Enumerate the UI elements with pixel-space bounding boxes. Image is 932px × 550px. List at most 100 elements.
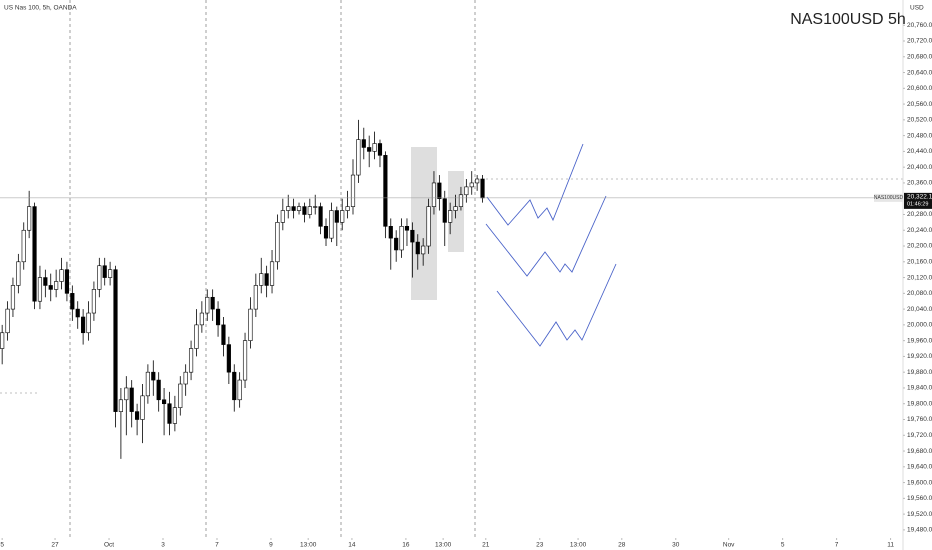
projection-path: [485, 195, 607, 277]
candle-body: [124, 387, 129, 401]
candle-body: [129, 387, 134, 412]
candle-body: [323, 226, 329, 239]
x-tick-label: 5: [781, 542, 785, 549]
candle-body: [113, 269, 118, 412]
candle-body: [215, 308, 221, 326]
y-tick-label: 20,240.0: [907, 227, 932, 234]
candle-body: [232, 371, 237, 401]
y-tick-label: 19,720.0: [907, 432, 932, 439]
x-tick-label: 13:00: [570, 542, 587, 549]
candle-body: [108, 269, 113, 278]
candle-body: [118, 399, 123, 412]
y-tick-label: 19,800.0: [907, 400, 932, 407]
candle-body: [480, 178, 485, 199]
candle-body: [21, 229, 26, 263]
y-tick-label: 20,440.0: [907, 148, 932, 155]
candle-body: [442, 198, 447, 223]
candle-body: [372, 143, 377, 152]
candle-body: [205, 296, 210, 314]
x-tick-label: 16: [402, 542, 410, 549]
candle-body: [313, 206, 318, 208]
candle-body: [318, 206, 323, 227]
candle-body: [437, 182, 442, 200]
candle-body: [32, 206, 37, 302]
candle-body: [259, 273, 264, 286]
candle-body: [151, 371, 156, 381]
candle-body: [226, 344, 231, 373]
candle-body: [210, 296, 215, 310]
candle-body: [345, 206, 350, 211]
y-tick-label: 20,160.0: [907, 259, 932, 266]
candle-body: [367, 147, 372, 152]
candle-body: [356, 139, 361, 176]
candle-body: [81, 316, 86, 334]
y-tick-label: 20,760.0: [907, 22, 932, 29]
x-tick-label: 27: [51, 542, 59, 549]
projections: [485, 143, 617, 347]
candle-body: [194, 324, 199, 349]
y-tick-label: 19,840.0: [907, 385, 932, 392]
candle-body: [410, 229, 415, 243]
x-tick-label: Nov: [723, 542, 735, 549]
candle-body: [264, 273, 269, 286]
y-tick-label: 20,200.0: [907, 243, 932, 250]
candle-body: [188, 348, 194, 373]
y-tick-label: 19,600.0: [907, 479, 932, 486]
x-tick-label: 9: [269, 542, 273, 549]
candle-body: [5, 308, 10, 334]
candle-body: [59, 269, 64, 282]
candle-body: [307, 206, 312, 215]
candle-body: [140, 395, 145, 420]
candle-body: [167, 403, 172, 424]
x-tick-label: Oct: [104, 542, 114, 549]
candle-body: [275, 222, 280, 263]
candle-body: [469, 182, 474, 188]
axis-unit: USD: [910, 5, 924, 12]
zone-box: [411, 147, 437, 300]
y-tick-label: 19,920.0: [907, 353, 932, 360]
candle-body: [237, 379, 242, 401]
candle-body: [86, 312, 91, 334]
candle-body: [48, 285, 53, 290]
chart-title: NAS100USD 5h: [790, 11, 906, 28]
candle-body: [102, 265, 107, 278]
candle-body: [383, 155, 388, 227]
candle-body: [248, 308, 253, 341]
candle-body: [350, 174, 356, 207]
y-tick-label: 20,000.0: [907, 322, 932, 329]
candle-body: [91, 289, 96, 314]
y-tick-label: 20,720.0: [907, 38, 932, 45]
candle-body: [464, 186, 469, 196]
candle-body: [253, 285, 258, 310]
y-tick-label: 19,960.0: [907, 337, 932, 344]
candle-body: [388, 226, 393, 239]
y-tick-label: 19,680.0: [907, 448, 932, 455]
candle-body: [377, 143, 383, 156]
candle-body: [199, 312, 204, 326]
candle-body: [269, 261, 275, 286]
y-tick-label: 20,520.0: [907, 117, 932, 124]
candle-body: [75, 308, 80, 318]
y-tick-label: 20,080.0: [907, 290, 932, 297]
x-tick-label: 28: [618, 542, 626, 549]
y-tick-label: 19,520.0: [907, 511, 932, 518]
candle-body: [64, 269, 70, 294]
projection-path: [496, 263, 617, 347]
candle-body: [421, 245, 426, 255]
y-tick-label: 19,560.0: [907, 495, 932, 502]
y-tick-label: 20,680.0: [907, 53, 932, 60]
y-tick-label: 20,640.0: [907, 69, 932, 76]
x-tick-label: 14: [348, 542, 356, 549]
x-tick-label: 13:00: [435, 542, 452, 549]
x-tick-label: 23: [536, 542, 544, 549]
candle-body: [221, 324, 226, 345]
candle-body: [448, 210, 453, 223]
candle-body: [156, 379, 161, 401]
x-tick-label: 30: [672, 542, 680, 549]
candle-body: [178, 383, 183, 408]
y-tick-label: 20,560.0: [907, 101, 932, 108]
candle-body: [27, 206, 32, 231]
y-tick-label: 19,880.0: [907, 369, 932, 376]
candle-body: [302, 206, 307, 215]
